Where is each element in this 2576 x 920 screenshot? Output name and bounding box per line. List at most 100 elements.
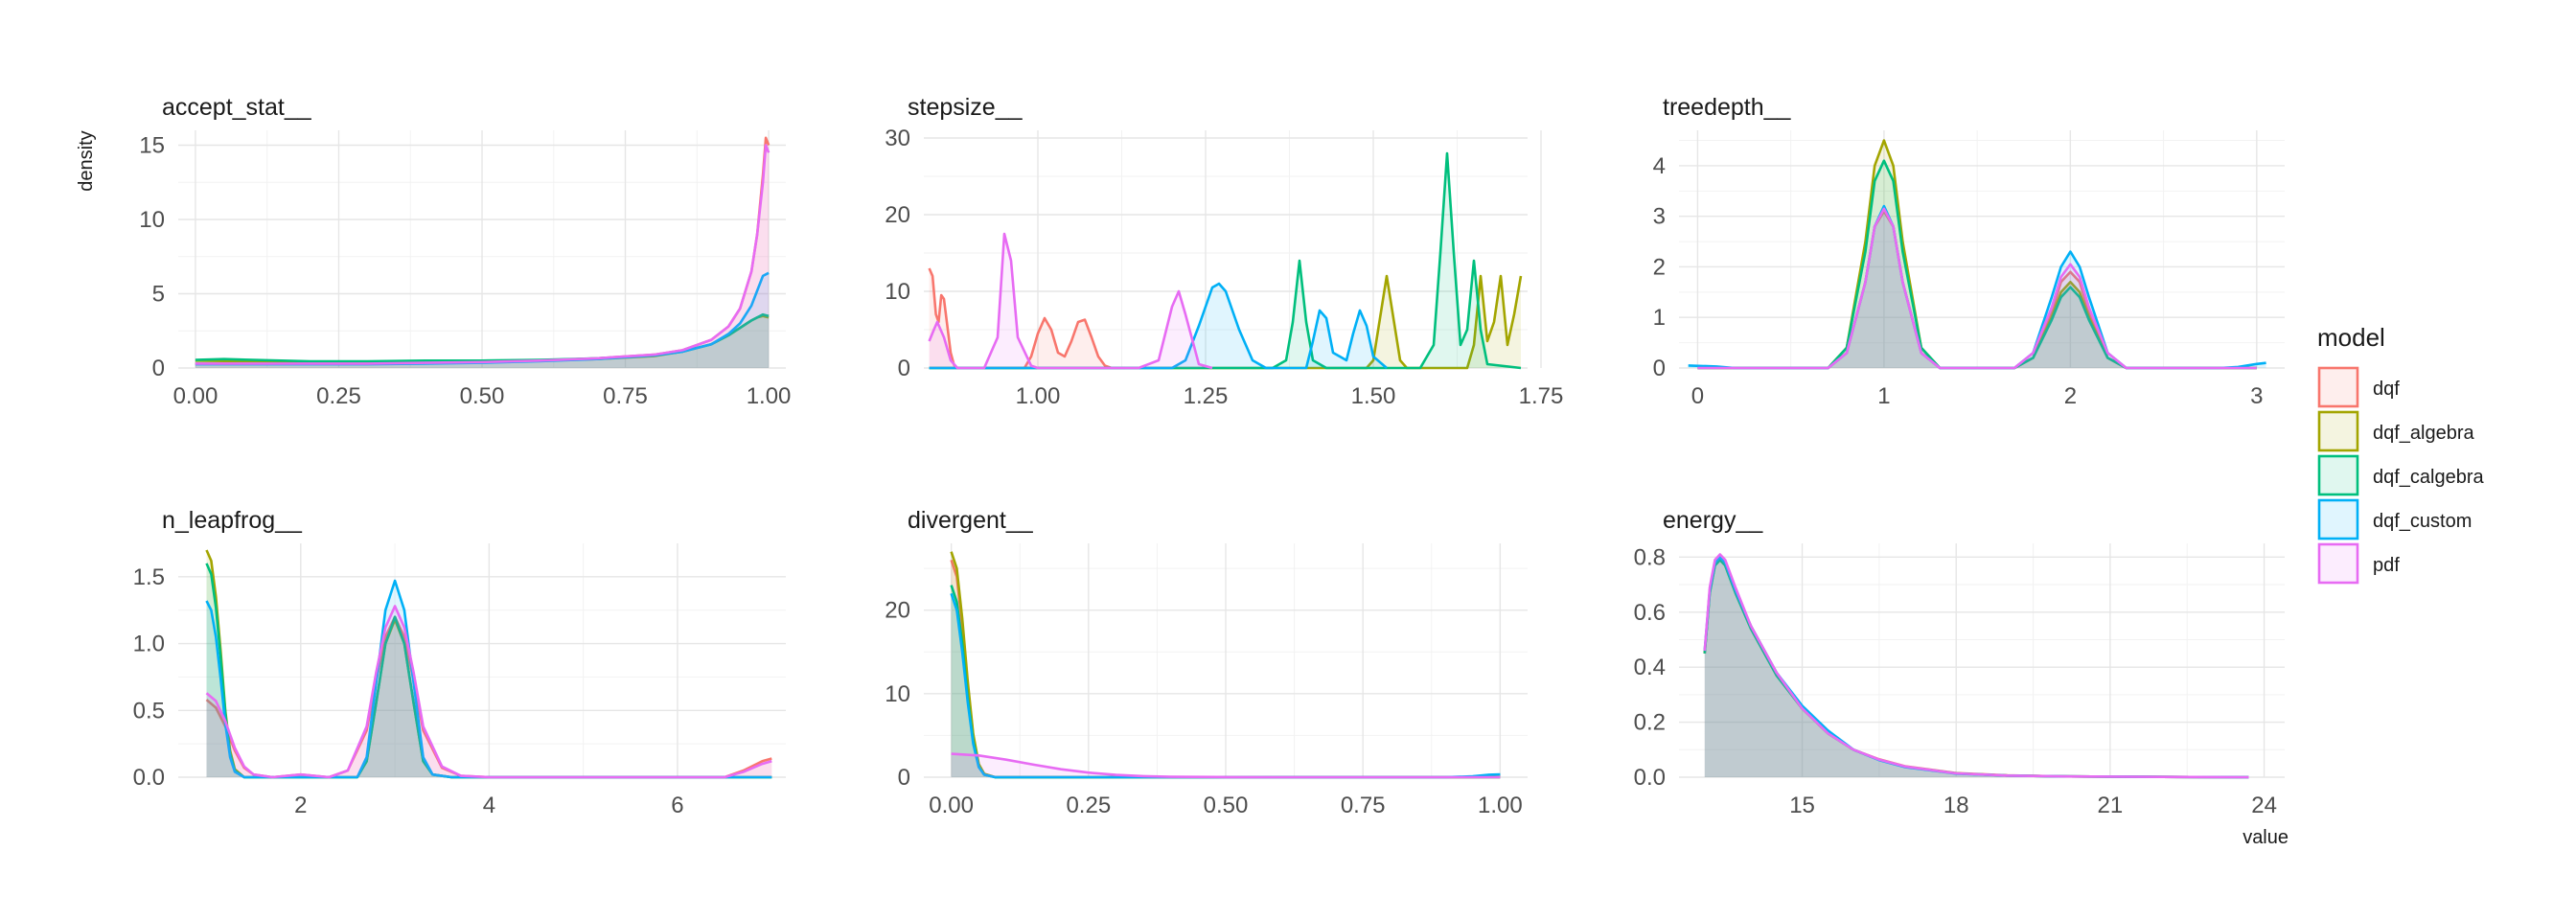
density-area-pdf (951, 753, 1501, 777)
legend-label: dqf_custom (2373, 511, 2472, 532)
density-line-dqf_algebra (929, 274, 1523, 370)
legend-label: dqf (2373, 379, 2400, 400)
legend: model dqf dqf_algebra dqf_calgebra dqf_cust… (2317, 323, 2485, 585)
density-area-dqf (1704, 557, 2249, 777)
density-area-dqf_calgebra (929, 153, 1521, 368)
panel-accept-stat: 0.00 0.25 0.50 0.75 1.00 0 5 10 15 accept_stat__ (139, 94, 791, 409)
panel-title: energy__ (1663, 507, 1763, 534)
y-tick-label: 0 (152, 356, 165, 381)
x-tick-label: 1.00 (1478, 793, 1523, 818)
density-line-pdf (1703, 553, 2249, 779)
density-area-dqf_custom (195, 272, 770, 368)
legend-item-dqf-custom: dqf_custom (2317, 498, 2472, 540)
density-line-dqf_calgebra (929, 151, 1522, 370)
y-tick-label: 20 (885, 598, 910, 624)
legend-key (2317, 498, 2359, 540)
x-tick-label: 0.00 (929, 793, 974, 818)
legend-item-pdf: pdf (2317, 542, 2400, 585)
y-axis-label: density (76, 130, 97, 191)
y-tick-label: 1.0 (133, 632, 165, 657)
density-line-pdf (195, 144, 770, 365)
legend-key (2317, 366, 2359, 408)
panel-divergent: 0.00 0.25 0.50 0.75 1.00 0 10 20 divergent__ (885, 507, 1528, 818)
density-line-pdf (928, 232, 1213, 370)
x-tick-label: 1.50 (1351, 383, 1396, 409)
x-tick-label: 2 (294, 793, 307, 818)
x-tick-label: 1 (1877, 383, 1890, 409)
y-tick-label: 15 (139, 133, 165, 159)
density-line-pdf (951, 752, 1501, 779)
y-tick-label: 2 (1653, 254, 1666, 280)
x-tick-label: 4 (483, 793, 495, 818)
x-tick-label: 15 (1789, 793, 1815, 818)
density-line-pdf (205, 605, 772, 779)
y-tick-label: 0.0 (1634, 765, 1666, 791)
density-area-dqf_calgebra (1704, 560, 2249, 777)
y-tick-label: 10 (139, 207, 165, 233)
panel-title: accept_stat__ (162, 94, 312, 121)
panel-n-leapfrog: 2 4 6 0.0 0.5 1.0 1.5 n_leapfrog__ (133, 507, 786, 818)
x-tick-label: 0.25 (1066, 793, 1111, 818)
panel-energy: 15 18 21 24 0.0 0.2 0.4 0.6 0.8 energy__ (1634, 507, 2285, 818)
y-tick-label: 0.5 (133, 698, 165, 724)
legend-item-dqf: dqf (2317, 366, 2400, 408)
legend-label: pdf (2373, 555, 2400, 576)
y-tick-label: 0.2 (1634, 710, 1666, 736)
x-tick-label: 1.00 (747, 383, 792, 409)
chart-panels: 0.00 0.25 0.50 0.75 1.00051015accept_stat__1… (133, 94, 2285, 818)
density-area-dqf_custom (1704, 557, 2249, 777)
x-tick-label: 0.50 (460, 383, 505, 409)
x-tick-label: 6 (671, 793, 683, 818)
y-tick-label: 0.4 (1634, 655, 1666, 680)
y-tick-label: 20 (885, 202, 910, 228)
y-tick-label: 0.8 (1634, 544, 1666, 570)
panel-title: stepsize__ (908, 94, 1024, 121)
x-tick-label: 0.00 (173, 383, 218, 409)
x-tick-label: 1.25 (1184, 383, 1229, 409)
panel-title: n_leapfrog__ (162, 507, 303, 534)
y-tick-label: 1 (1653, 305, 1666, 331)
density-area-pdf (929, 234, 1212, 368)
density-line-dqf (928, 267, 1125, 370)
y-tick-label: 4 (1653, 153, 1666, 179)
legend-label: dqf_calgebra (2373, 467, 2485, 488)
x-tick-label: 0.75 (1341, 793, 1386, 818)
density-area-pdf (1704, 554, 2249, 777)
density-line-pdf (1697, 207, 2257, 370)
y-tick-label: 0.6 (1634, 600, 1666, 626)
x-tick-label: 3 (2250, 383, 2263, 409)
y-tick-label: 3 (1653, 204, 1666, 230)
density-line-dqf_custom (205, 579, 772, 779)
panel-title: divergent__ (908, 507, 1034, 534)
y-tick-label: 30 (885, 126, 910, 151)
density-area-dqf_custom (929, 284, 1387, 368)
y-tick-label: 5 (152, 282, 165, 308)
legend-key (2317, 454, 2359, 496)
legend-item-dqf-calgebra: dqf_calgebra (2317, 454, 2485, 496)
panel-title: treedepth__ (1663, 94, 1792, 121)
legend-key (2317, 410, 2359, 452)
x-tick-label: 21 (2098, 793, 2124, 818)
x-tick-label: 1.75 (1519, 383, 1564, 409)
y-tick-label: 0 (1653, 356, 1666, 381)
y-tick-label: 1.5 (133, 564, 165, 590)
panel-stepsize: 1.00 1.25 1.50 1.75 0 10 20 30 stepsize__ (885, 94, 1563, 409)
legend-item-dqf-algebra: dqf_algebra (2317, 410, 2475, 452)
y-tick-label: 10 (885, 681, 910, 707)
y-tick-label: 0 (898, 765, 910, 791)
x-axis-label: value (2242, 827, 2288, 848)
x-tick-label: 24 (2251, 793, 2277, 818)
x-tick-label: 0.75 (603, 383, 648, 409)
density-area-dqf_algebra (1704, 560, 2249, 777)
y-tick-label: 0.0 (133, 765, 165, 791)
x-tick-label: 18 (1944, 793, 1969, 818)
x-tick-label: 1.00 (1016, 383, 1061, 409)
density-line-dqf_custom (929, 282, 1388, 370)
legend-key (2317, 542, 2359, 585)
legend-title: model (2317, 323, 2385, 352)
x-tick-label: 0.25 (316, 383, 361, 409)
x-tick-label: 0.50 (1204, 793, 1249, 818)
legend-label: dqf_algebra (2373, 423, 2475, 444)
